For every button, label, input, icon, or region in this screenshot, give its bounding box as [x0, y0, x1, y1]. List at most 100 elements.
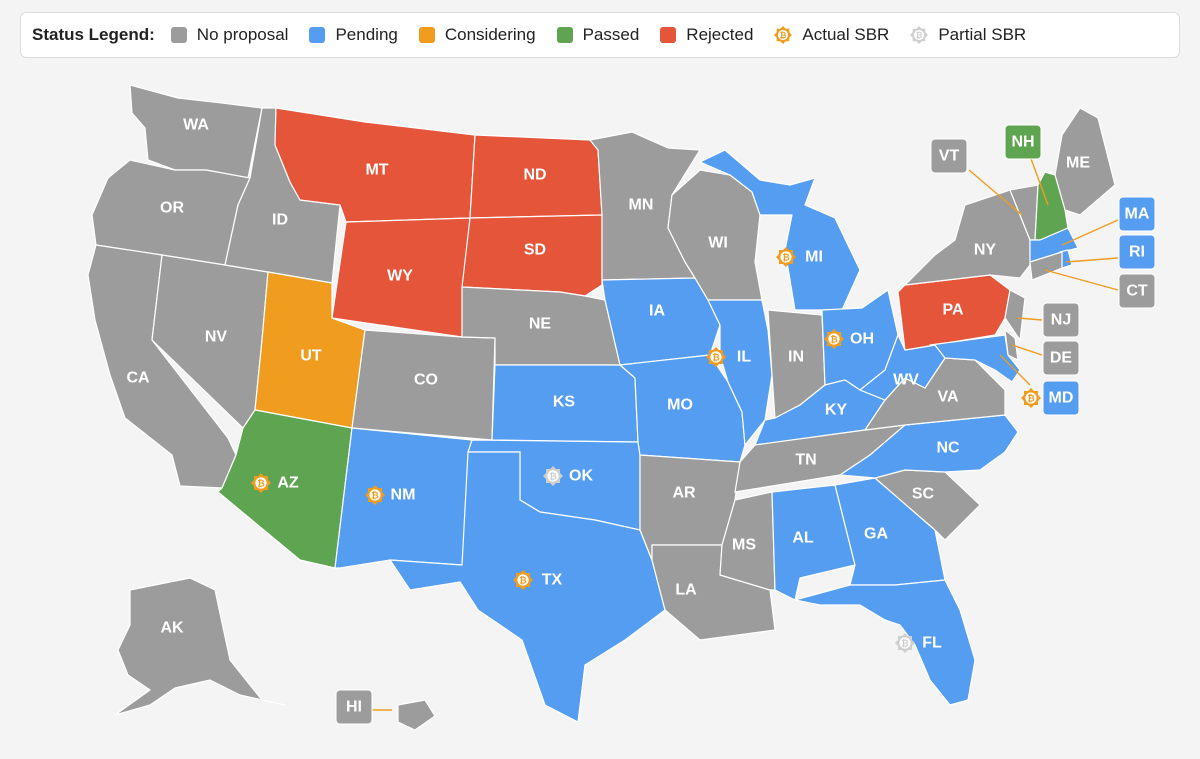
state-badge-nj[interactable]: NJ	[1042, 302, 1080, 338]
legend-swatch	[418, 27, 435, 43]
state-label-az: AZ	[277, 475, 299, 492]
legend-items: No proposal Pending Considering Passed Rejec…	[170, 25, 1047, 45]
state-label-va: VA	[937, 389, 958, 406]
legend-label: Pending	[335, 25, 398, 44]
bitcoin-icon: ₿	[1021, 388, 1041, 408]
svg-text:₿: ₿	[712, 353, 719, 363]
state-label: VT	[939, 148, 960, 165]
state-label-pa: PA	[942, 302, 963, 319]
state-badge-ma[interactable]: MA	[1118, 196, 1156, 232]
state-label-ut: UT	[300, 348, 322, 365]
state-ct[interactable]	[1029, 251, 1063, 281]
svg-text:₿: ₿	[519, 576, 526, 586]
state-badge-ri[interactable]: RI	[1118, 234, 1156, 270]
legend-title: Status Legend:	[32, 25, 155, 44]
legend-label: Passed	[582, 25, 640, 44]
state-label-nv: NV	[205, 329, 228, 346]
legend-label: Rejected	[686, 25, 754, 44]
state-badge-vt[interactable]: VT	[930, 138, 968, 174]
state-label-nc: NC	[936, 440, 960, 457]
leader-line	[1061, 219, 1119, 246]
state-label: MD	[1049, 390, 1074, 407]
state-label-ks: KS	[553, 394, 576, 411]
legend-swatch	[170, 27, 187, 43]
state-label-ne: NE	[529, 316, 552, 333]
bitcoin-icon: ₿	[824, 329, 844, 349]
state-nj[interactable]	[1004, 289, 1026, 341]
state-badge-nh[interactable]: NH	[1004, 124, 1042, 160]
legend-item-rejected: Rejected	[660, 25, 753, 45]
state-label-or: OR	[160, 200, 184, 217]
state-label-ak: AK	[160, 620, 184, 637]
bitcoin-icon: ₿	[513, 570, 533, 590]
state-badge-hi[interactable]: HI	[335, 689, 373, 725]
state-label-mi: MI	[805, 249, 823, 266]
legend-label: Partial SBR	[938, 25, 1027, 44]
bitcoin-icon: ₿	[774, 26, 802, 44]
state-mi[interactable]	[699, 149, 861, 311]
state-badge-de[interactable]: DE	[1042, 340, 1080, 376]
leader-line	[1065, 257, 1119, 263]
state-badge-ct[interactable]: CT	[1118, 273, 1156, 309]
state-label-tn: TN	[795, 452, 816, 469]
state-label-in: IN	[788, 349, 804, 366]
state-hi[interactable]	[397, 699, 436, 731]
legend-item-actual: ₿ Actual SBR	[774, 25, 889, 45]
state-mo[interactable]	[619, 354, 746, 463]
state-label-ky: KY	[825, 402, 848, 419]
state-badge-md[interactable]: MD	[1042, 380, 1080, 416]
status-legend: Status Legend: No proposal Pending Conside…	[20, 12, 1180, 58]
state-label-id: ID	[272, 212, 288, 229]
state-label-al: AL	[792, 530, 814, 547]
state-label-wi: WI	[708, 235, 728, 252]
bitcoin-icon: ₿	[543, 466, 563, 486]
bitcoin-icon: ₿	[706, 347, 726, 367]
state-md[interactable]	[929, 334, 1021, 383]
state-label: NJ	[1051, 312, 1071, 329]
svg-text:₿: ₿	[830, 335, 837, 345]
state-wi[interactable]	[667, 169, 763, 301]
svg-text:₿: ₿	[549, 472, 556, 482]
state-wv[interactable]	[859, 334, 946, 401]
legend-item-none: No proposal	[170, 25, 289, 45]
leader-line	[999, 354, 1031, 386]
leader-line	[1017, 317, 1043, 321]
state-label-sd: SD	[524, 242, 546, 259]
state-labels: WA OR CA NV ID MT WY UT ₿ AZ CO ₿ NM ND SD NE KS ₿ OK ₿ TX MN…	[126, 117, 1156, 725]
state-fl[interactable]	[794, 579, 976, 706]
bitcoin-icon: ₿	[365, 485, 385, 505]
state-label-la: LA	[675, 582, 697, 599]
bitcoin-icon: ₿	[776, 247, 796, 267]
legend-label: No proposal	[196, 25, 289, 44]
state-label-mt: MT	[365, 162, 388, 179]
state-label-oh: OH	[850, 331, 874, 348]
leader-line	[968, 169, 1023, 216]
state-label-ia: IA	[649, 303, 665, 320]
state-label-nd: ND	[523, 167, 546, 184]
legend-item-pending: Pending	[309, 25, 398, 45]
svg-text:₿: ₿	[1027, 394, 1034, 404]
state-label-mn: MN	[629, 197, 654, 214]
leader-lines	[372, 155, 1119, 711]
legend-label: Considering	[444, 25, 536, 44]
legend-label: Actual SBR	[802, 25, 890, 44]
state-label: DE	[1050, 350, 1073, 367]
state-label: RI	[1129, 244, 1145, 261]
state-label-ok: OK	[569, 468, 593, 485]
state-il[interactable]	[707, 299, 773, 446]
state-mt[interactable]	[274, 107, 476, 223]
state-label-sc: SC	[912, 486, 935, 503]
state-label-fl: FL	[922, 635, 942, 652]
state-label-tx: TX	[542, 572, 563, 589]
state-ak[interactable]	[114, 577, 286, 716]
state-label-me: ME	[1066, 155, 1090, 172]
bitcoin-icon: ₿	[895, 633, 915, 653]
legend-swatch	[309, 27, 326, 43]
leader-line	[1029, 155, 1049, 206]
legend-swatch	[660, 27, 677, 43]
state-label-wy: WY	[387, 268, 413, 285]
svg-text:₿: ₿	[371, 491, 378, 501]
state-ny[interactable]	[904, 189, 1031, 286]
state-label-ms: MS	[732, 537, 756, 554]
